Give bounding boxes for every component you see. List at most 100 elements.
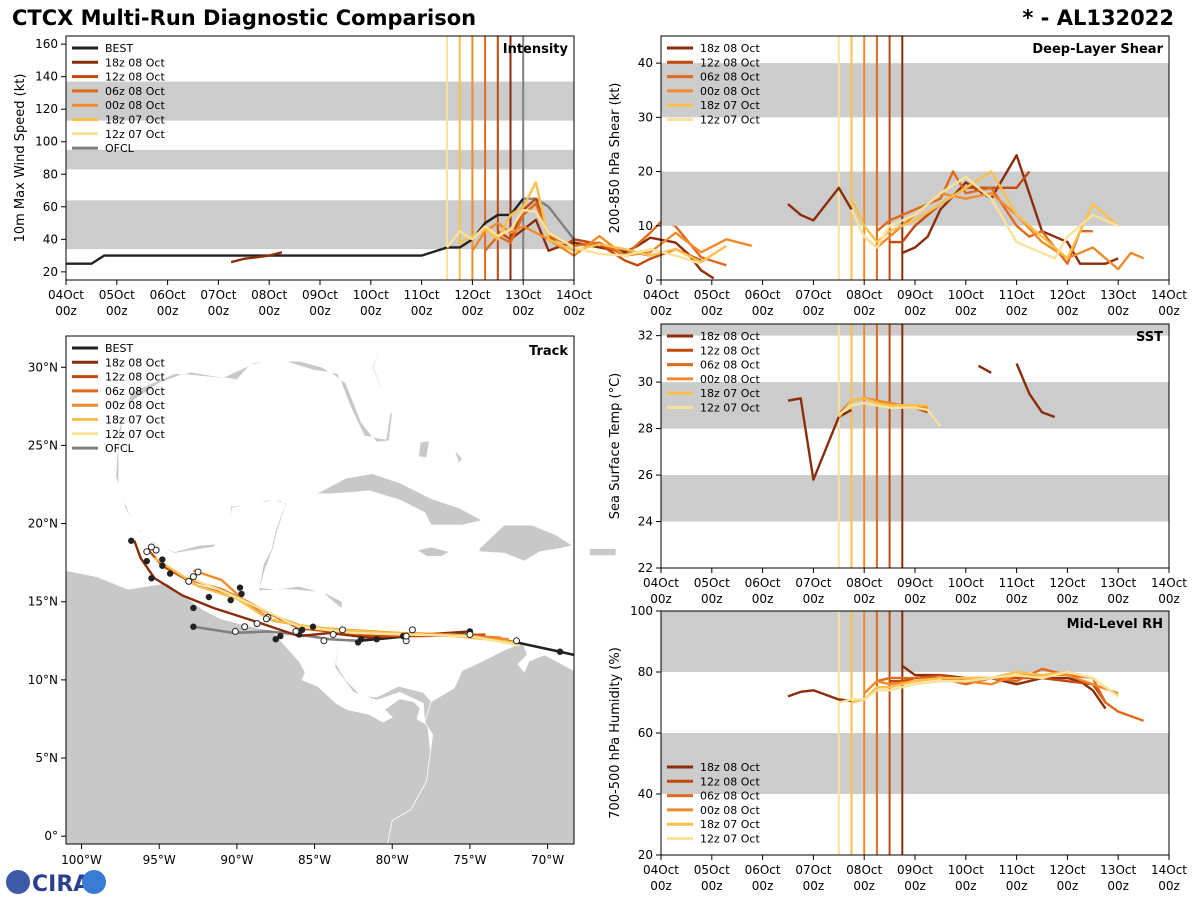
sst-y-tick-label: 22 [638, 561, 653, 575]
rh-y-axis-label: 700-500 hPa Humidity (%) [608, 647, 623, 819]
shear-y-tick-label: 0 [645, 273, 653, 287]
intensity-x-tick-label: 07Oct [200, 288, 236, 302]
intensity-series-line [459, 181, 728, 264]
intensity-legend-label: BEST [105, 42, 133, 55]
sst-legend-label: 12z 07 Oct [700, 402, 760, 415]
intensity-series-line [66, 197, 525, 265]
track-x-tick-label: 100°W [61, 853, 102, 867]
sst-y-axis-label: Sea Surface Temp (°C) [608, 373, 623, 520]
track-x-tick-label: 75°W [453, 853, 486, 867]
rh-x-tick-label: 11Oct [999, 863, 1035, 877]
best-track-point [148, 575, 155, 582]
sst-legend-label: 00z 08 Oct [700, 373, 760, 386]
rh-series-line [838, 670, 1119, 704]
rh-y-tick-label: 20 [638, 848, 653, 862]
rh-y-tick-label: 80 [638, 665, 653, 679]
intensity-series-line [523, 197, 651, 257]
shear-x-tick-label: 00z [752, 304, 774, 318]
best-track-point [373, 636, 380, 643]
shear-series-line [876, 170, 1093, 265]
best-track-point [354, 639, 362, 646]
sst-legend-label: 12z 08 Oct [700, 344, 760, 357]
sst-x-tick-label: 00z [803, 592, 825, 606]
sst-x-tick-label: 08Oct [846, 576, 882, 590]
shear-x-tick-label: 00z [1158, 304, 1180, 318]
rh-legend-label: 12z 08 Oct [700, 775, 760, 788]
best-track-point [143, 557, 150, 565]
intensity-x-tick-label: 00z [309, 304, 331, 318]
shear-panel: 04Oct 00z 05Oct 00z 06Oct 00z 07Oct 00z 08Oct 00z… [608, 35, 1187, 318]
sst-x-tick-label: 00z [1006, 592, 1028, 606]
intensity-x-tick-label: 09Oct [302, 288, 338, 302]
rh-x-tick-label: 06Oct [745, 863, 781, 877]
track-y-tick-label: 30°N [28, 360, 58, 374]
track-legend-label: 12z 08 Oct [105, 371, 165, 384]
sst-y-tick-label: 32 [638, 329, 653, 343]
ofcl-track-point [339, 626, 347, 634]
track-y-tick-label: 0° [44, 829, 58, 843]
best-track-point [128, 537, 135, 544]
logo-cloud-icon [82, 870, 106, 894]
shear-panel-title: Deep-Layer Shear [1032, 42, 1163, 57]
intensity-series-line [471, 221, 753, 257]
rh-series-line [787, 689, 852, 703]
rh-x-tick-label: 10Oct [948, 863, 984, 877]
best-track-point [277, 632, 284, 640]
chart-title: CTCX Multi-Run Diagnostic Comparison [12, 6, 477, 30]
track-legend-label: OFCL [105, 442, 135, 455]
intensity-series-line [446, 208, 702, 265]
best-track-point [190, 623, 197, 630]
sst-series-line [1015, 363, 1056, 419]
rh-x-tick-label: 00z [1006, 879, 1028, 893]
rh-x-tick-label: 00z [650, 879, 672, 893]
sst-x-tick-label: 00z [904, 592, 926, 606]
rh-x-tick-label: 07Oct [795, 863, 831, 877]
sst-x-tick-label: 11Oct [999, 576, 1035, 590]
ofcl-track-point [292, 627, 300, 635]
intensity-legend-label: 12z 07 Oct [105, 128, 165, 141]
intensity-band [66, 200, 574, 250]
ofcl-track-point [320, 637, 328, 645]
track-y-tick-label: 25°N [28, 438, 58, 452]
track-legend-label: 06z 08 Oct [105, 385, 165, 398]
intensity-legend-label: 12z 08 Oct [105, 71, 165, 84]
logo-text: CIRA [32, 872, 90, 897]
sst-x-tick-label: 00z [1107, 592, 1129, 606]
shear-x-tick-label: 08Oct [846, 288, 882, 302]
intensity-x-tick-label: 00z [462, 304, 484, 318]
track-line [186, 575, 520, 647]
shear-legend-label: 12z 07 Oct [700, 114, 760, 127]
shear-x-tick-label: 00z [1006, 304, 1028, 318]
track-y-tick-label: 20°N [28, 517, 58, 531]
rh-x-tick-label: 09Oct [897, 863, 933, 877]
ofcl-track-point [262, 615, 270, 623]
sst-x-tick-label: 00z [650, 592, 672, 606]
intensity-x-tick-label: 11Oct [404, 288, 440, 302]
sst-x-tick-label: 00z [955, 592, 977, 606]
shear-y-tick-label: 10 [638, 219, 653, 233]
intensity-legend-label: OFCL [105, 142, 135, 155]
best-track-point [556, 648, 564, 655]
sst-y-tick-label: 30 [638, 375, 653, 389]
track-y-tick-label: 15°N [28, 595, 58, 609]
intensity-x-tick-label: 08Oct [251, 288, 287, 302]
intensity-x-tick-label: 00z [563, 304, 585, 318]
shear-legend-label: 12z 08 Oct [700, 56, 760, 69]
ofcl-track-point [194, 568, 202, 576]
intensity-legend-label: 18z 08 Oct [105, 56, 165, 69]
rh-x-tick-label: 00z [1107, 879, 1129, 893]
track-panel: 100°W 95°W 90°W 85°W 80°W 75°W 70°W 0° 5°N 10°N 15… [28, 335, 617, 867]
intensity-x-tick-label: 00z [157, 304, 179, 318]
intensity-y-tick-label: 100 [35, 135, 58, 149]
intensity-x-tick-label: 00z [258, 304, 280, 318]
shear-series-line [850, 170, 1119, 260]
best-track-point [190, 604, 197, 612]
bahamas-island [453, 449, 463, 466]
track-x-tick-label: 85°W [298, 853, 331, 867]
sst-x-tick-label: 00z [752, 592, 774, 606]
shear-x-tick-label: 09Oct [897, 288, 933, 302]
shear-series-line [901, 154, 1119, 265]
shear-x-tick-label: 11Oct [999, 288, 1035, 302]
best-track-point [159, 556, 166, 563]
intensity-x-tick-label: 00z [360, 304, 382, 318]
